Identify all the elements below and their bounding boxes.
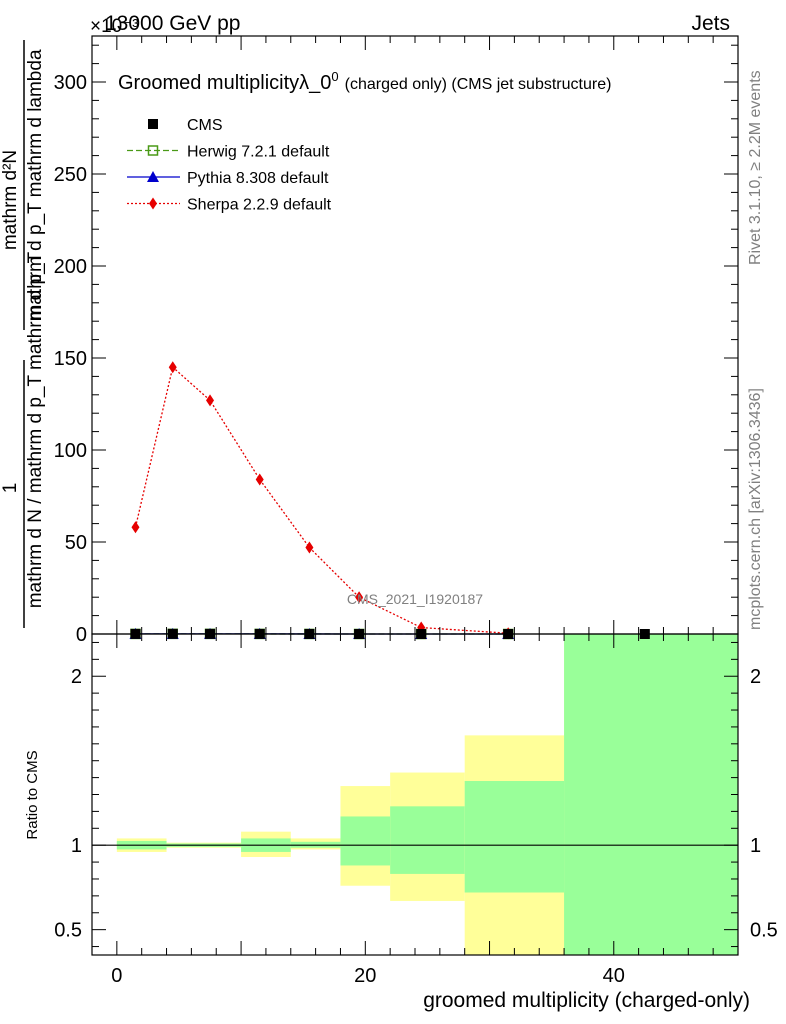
ratio-ytick-label: 0.5 (54, 920, 82, 942)
ratio-band-green (564, 634, 738, 955)
main-ytick-label: 0 (76, 624, 87, 646)
legend-marker (149, 197, 157, 210)
ylabel-numerator-1: 1 (0, 483, 21, 494)
data-point (131, 521, 140, 534)
ratio-band-green (464, 780, 565, 893)
legend-marker (147, 145, 159, 156)
data-point (206, 394, 215, 407)
ratio-ytick-label-right: 0.5 (750, 920, 778, 942)
ratio-ytick-label: 2 (71, 666, 82, 688)
data-point (255, 473, 264, 486)
ratio-y-label: Ratio to CMS (24, 750, 41, 839)
ratio-band-green (340, 816, 391, 866)
plot-title: Groomed multiplicityλ_00 (charged only) (… (118, 69, 611, 94)
ylabel-denominator-2: mathrm d p_T mathrm d lambda (25, 49, 46, 320)
data-point (305, 541, 314, 554)
series-line (134, 365, 509, 634)
mcplots-label: mcplots.cern.ch [arXiv:1306.3436] (747, 388, 764, 630)
ratio-ytick-label-right: 1 (750, 835, 761, 857)
main-ytick-label: 100 (54, 440, 87, 462)
ratio-band-green (390, 806, 465, 874)
main-ytick-label: 300 (54, 72, 87, 94)
ratio-bands (116, 634, 738, 955)
title-sup: 0 (331, 69, 338, 84)
legend-item: Sherpa 2.2.9 default (127, 197, 332, 214)
y-exponent: ×10⁻³ (90, 16, 139, 37)
xtick-label: 20 (354, 965, 376, 987)
main-ytick-label: 50 (65, 532, 87, 554)
ratio-ytick-label-right: 2 (750, 666, 761, 688)
legend-marker (148, 119, 158, 129)
rivet-label: Rivet 3.1.10, ≥ 2.2M events (747, 70, 764, 265)
legend-label: Sherpa 2.2.9 default (187, 197, 332, 214)
legend-item: CMS (148, 117, 223, 134)
xtick-label: 40 (603, 965, 625, 987)
ylabel-denominator-1: mathrm d N / mathrm d p_T mathrm d p_T (25, 251, 46, 608)
title-suffix: (charged only) (CMS jet substructure) (345, 76, 612, 93)
legend-item: Pythia 8.308 default (127, 170, 329, 187)
main-ytick-label: 150 (54, 348, 87, 370)
main-y-label: 1 mathrm d N / mathrm d p_T mathrm d p_T… (0, 40, 46, 628)
ratio-ytick-label: 1 (71, 835, 82, 857)
x-axis-label: groomed multiplicity (charged-only) (423, 989, 750, 1012)
ylabel-numerator-2: mathrm d²N (0, 150, 21, 250)
watermark: CMS_2021_I1920187 (347, 591, 483, 607)
main-ytick-label: 250 (54, 164, 87, 186)
legend-label: Herwig 7.2.1 default (187, 144, 330, 161)
title-lambda: λ_0 (299, 72, 331, 94)
data-point (355, 591, 364, 604)
xtick-label: 0 (111, 965, 122, 987)
legend-marker (147, 171, 159, 182)
legend-label: Pythia 8.308 default (187, 170, 329, 187)
header-left: 13000 GeV pp (105, 12, 240, 35)
title-main: Groomed multiplicity (118, 72, 299, 94)
data-point (168, 361, 177, 374)
legend-label: CMS (187, 117, 223, 134)
legend: CMS Herwig 7.2.1 default Pythia 8.308 defa… (127, 117, 332, 214)
main-ytick-label: 200 (54, 256, 87, 278)
header-right: Jets (691, 12, 730, 35)
legend-item: Herwig 7.2.1 default (127, 144, 330, 161)
